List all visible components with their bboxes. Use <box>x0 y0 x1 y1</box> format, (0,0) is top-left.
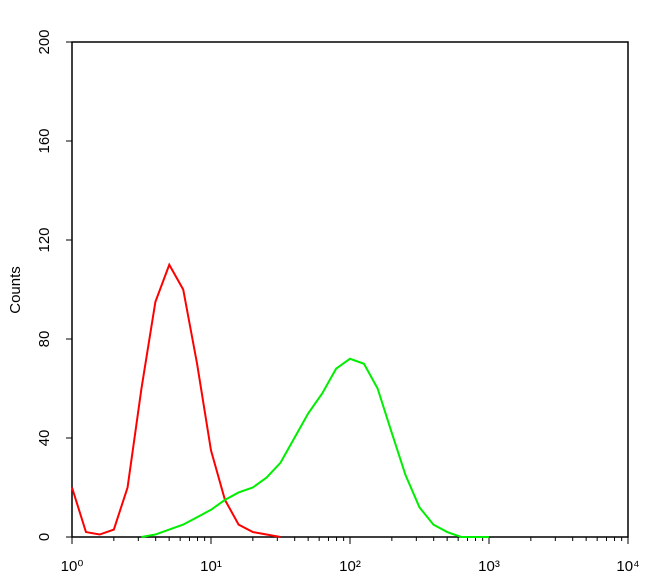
plot-frame <box>71 41 629 538</box>
x-tick-label: 10³ <box>478 558 500 575</box>
y-tick-label: 80 <box>36 331 53 348</box>
series-line <box>71 262 281 538</box>
x-tick-label: 10¹ <box>200 558 222 575</box>
x-tick-label: 10² <box>339 558 361 575</box>
y-axis-label: Counts <box>7 266 24 314</box>
y-tick-label: 120 <box>36 227 53 252</box>
series-line <box>141 357 489 538</box>
y-tick-label: 40 <box>36 430 53 447</box>
y-tick-label: 160 <box>36 128 53 153</box>
x-tick-label: 10⁴ <box>616 558 639 575</box>
x-tick-label: 10⁰ <box>61 558 84 575</box>
y-tick-label: 200 <box>36 29 53 54</box>
y-tick-label: 0 <box>36 533 53 541</box>
